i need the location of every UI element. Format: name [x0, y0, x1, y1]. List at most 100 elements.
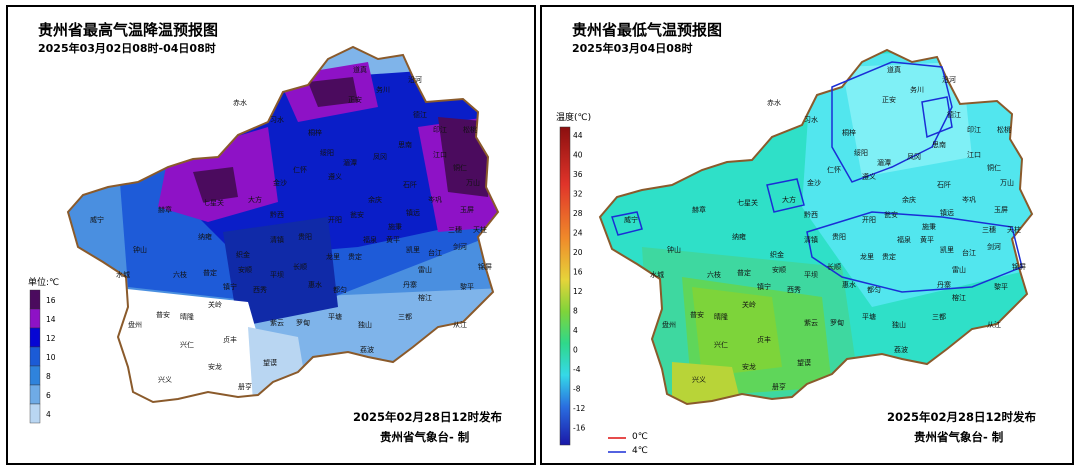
right-issue-time: 2025年02月28日12时发布: [887, 410, 1037, 424]
right-city-label: 荔波: [894, 345, 908, 354]
right-city-label: 镇远: [940, 208, 954, 217]
contour-4c-dafang: [766, 178, 805, 213]
left-city-label: 赫章: [158, 205, 172, 214]
contour-4c-weining: [611, 211, 643, 236]
left-city-label: 凤冈: [373, 153, 387, 161]
left-city-label: 三穗: [448, 225, 462, 234]
contour-4c-dejiang: [921, 96, 953, 139]
right-city-label: 平坝: [804, 270, 818, 279]
left-city-label: 纳雍: [198, 232, 212, 241]
right-city-label: 六枝: [707, 270, 721, 279]
right-city-label: 贵阳: [832, 232, 846, 241]
left-legend-swatch: [29, 365, 41, 386]
left-city-label: 岑巩: [428, 195, 442, 204]
right-legend-tick: 28: [573, 209, 583, 218]
right-city-label: 瓮安: [884, 210, 898, 219]
right-city-label: 大方: [782, 195, 796, 204]
right-city-label: 威宁: [624, 215, 638, 224]
right-legend-title: 温度(℃): [556, 113, 592, 123]
contour-0c-label: 0℃: [632, 432, 648, 442]
left-map-title: 贵州省最高气温降温预报图: [38, 21, 219, 39]
right-city-label: 松桃: [997, 125, 1011, 134]
right-city-label: 万山: [1000, 178, 1014, 187]
left-city-label: 黄平: [386, 235, 400, 244]
right-agency: 贵州省气象台- 制: [914, 430, 1004, 444]
right-city-label: 惠水: [842, 280, 856, 289]
left-city-label: 习水: [270, 115, 284, 124]
right-city-label: 仁怀: [827, 165, 841, 174]
left-city-label: 丹寨: [403, 280, 417, 289]
left-legend-swatch: [29, 384, 41, 405]
right-city-label: 晴隆: [714, 312, 728, 321]
left-city-label: 三都: [398, 313, 412, 321]
left-city-label: 六枝: [173, 270, 187, 279]
right-city-label: 长顺: [827, 262, 841, 271]
left-legend-tick: 4: [46, 410, 51, 419]
left-city-label: 湄潭: [343, 158, 357, 167]
left-city-label: 荔波: [360, 345, 374, 354]
right-city-label: 湄潭: [877, 158, 891, 167]
right-city-label: 七星关: [737, 198, 758, 207]
left-city-label: 万山: [466, 178, 480, 187]
left-city-label: 绥阳: [320, 148, 334, 157]
left-city-label: 七星关: [203, 198, 224, 207]
left-city-label: 剑河: [453, 242, 467, 251]
right-city-label: 盘州: [662, 320, 676, 329]
right-city-label: 安顺: [772, 265, 786, 274]
right-legend-gradient: [559, 126, 571, 446]
right-city-label: 剑河: [987, 242, 1001, 251]
left-city-label: 龙里: [326, 252, 340, 261]
right-legend-tick: 0: [573, 346, 578, 355]
left-city-label: 安龙: [208, 362, 222, 371]
right-legend-tick: 20: [573, 248, 583, 257]
left-city-label: 长顺: [293, 262, 307, 271]
left-city-label: 从江: [453, 321, 467, 329]
left-city-label: 德江: [413, 110, 427, 119]
left-city-label: 独山: [358, 320, 372, 329]
left-city-label: 玉屏: [460, 206, 474, 214]
left-city-label: 瓮安: [350, 210, 364, 219]
right-legend-tick: 8: [573, 307, 578, 316]
right-city-label: 关岭: [742, 300, 756, 309]
right-legend-tick: 44: [573, 131, 583, 140]
left-city-label: 平塘: [328, 312, 342, 321]
right-city-label: 钟山: [667, 245, 681, 254]
left-city-label: 开阳: [328, 215, 342, 224]
right-city-label: 望谟: [797, 358, 811, 367]
left-city-label: 贵定: [348, 252, 362, 261]
left-city-label: 黎平: [460, 282, 474, 291]
right-city-label: 紫云: [804, 319, 818, 327]
left-city-label: 仁怀: [293, 165, 307, 174]
left-city-label: 思南: [398, 140, 412, 149]
left-legend-tick: 12: [46, 334, 56, 343]
left-legend-tick: 6: [46, 391, 51, 400]
left-city-label: 织金: [236, 250, 250, 259]
right-legend-tick: 40: [573, 151, 583, 160]
left-city-label: 都匀: [333, 285, 347, 294]
right-city-label: 福泉: [897, 235, 911, 244]
left-city-label: 江口: [433, 151, 447, 159]
right-city-label: 开阳: [862, 215, 876, 224]
right-city-label: 思南: [932, 140, 946, 149]
right-city-label: 三都: [932, 313, 946, 321]
left-city-label: 雷山: [418, 265, 432, 274]
left-city-label: 惠水: [308, 280, 322, 289]
right-city-label: 施秉: [922, 222, 936, 231]
left-city-label: 晴隆: [180, 312, 194, 321]
right-legend-tick: -12: [573, 404, 585, 413]
right-city-label: 台江: [962, 248, 976, 257]
left-city-label: 务川: [376, 85, 390, 94]
left-legend-tick: 16: [46, 296, 56, 305]
right-legend-tick: -4: [573, 365, 581, 374]
contour-4c-north: [831, 61, 953, 183]
contour-4c-central: [806, 211, 1023, 293]
right-city-label: 镇宁: [757, 282, 771, 291]
left-city-label: 望谟: [263, 358, 277, 367]
right-city-label: 龙里: [860, 252, 874, 261]
right-legend-tick: 24: [573, 229, 583, 238]
left-city-label: 水城: [116, 270, 130, 279]
right-city-label: 金沙: [807, 178, 821, 187]
right-city-label: 沿河: [942, 75, 956, 84]
